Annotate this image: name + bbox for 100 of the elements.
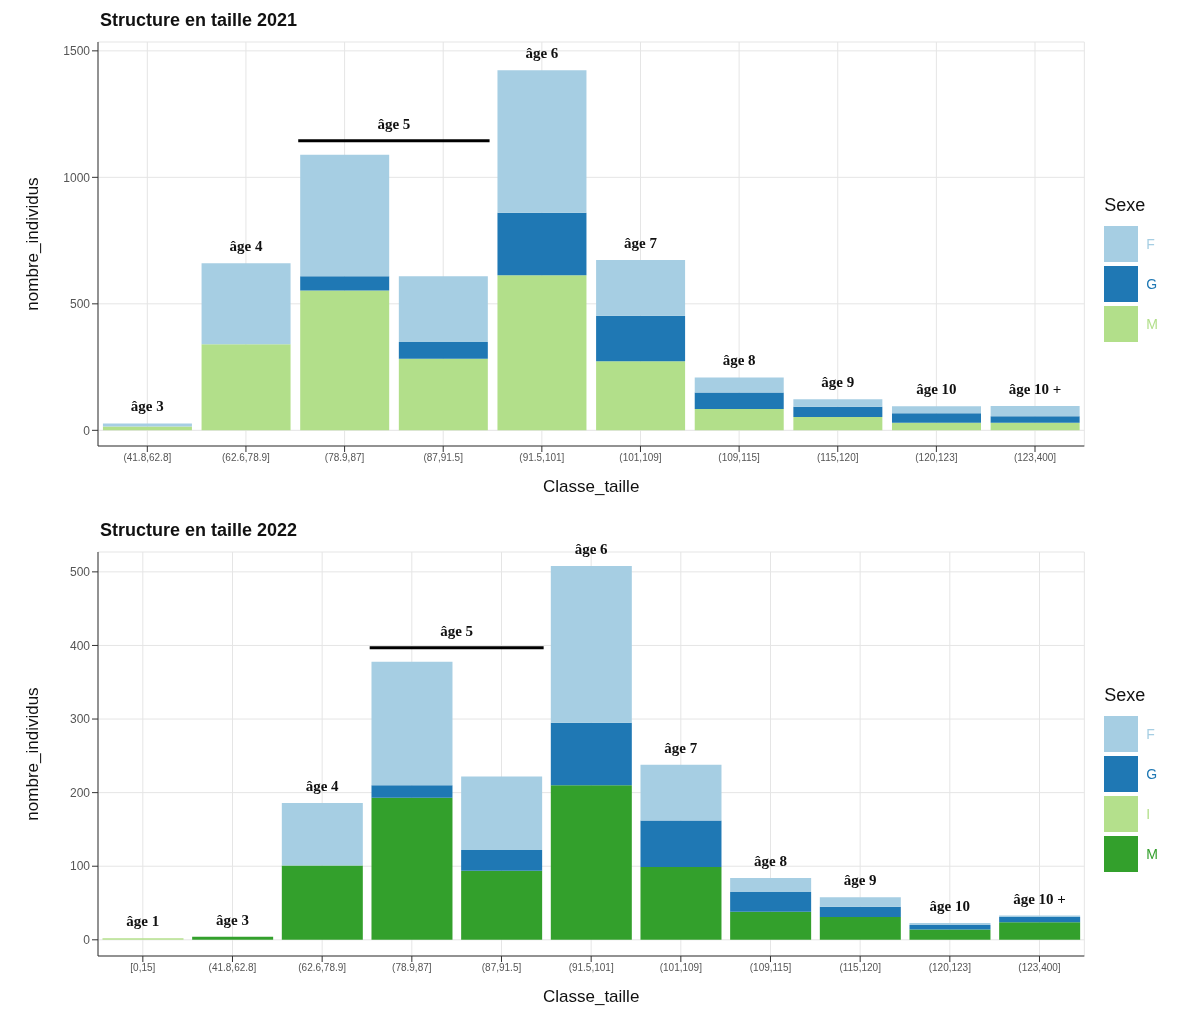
x-tick-label: (120,123]	[928, 962, 972, 974]
bar	[300, 290, 390, 431]
bar	[371, 785, 453, 798]
annotation: âge 10	[929, 897, 971, 914]
bar	[891, 406, 981, 414]
bar	[398, 342, 488, 359]
annotation: âge 4	[229, 238, 263, 255]
bar	[461, 850, 543, 871]
bar	[909, 925, 991, 930]
bar	[461, 870, 543, 940]
bar	[793, 416, 883, 431]
bar	[730, 878, 812, 892]
annotation: âge 9	[821, 374, 855, 391]
bar	[999, 917, 1081, 923]
annotation: âge 6	[525, 45, 559, 62]
annotation: âge 9	[843, 872, 877, 889]
annotation: âge 5	[440, 622, 474, 639]
x-axis-title: Classe_taille	[542, 987, 640, 1006]
y-tick-label: 1000	[63, 170, 91, 185]
bar	[640, 820, 722, 867]
bar	[281, 865, 363, 940]
x-tick-label: (101,109]	[659, 962, 703, 974]
x-tick-label: (109,115]	[749, 962, 792, 974]
bar	[596, 361, 686, 431]
x-tick-label: [0,15]	[130, 962, 156, 974]
bar	[891, 422, 981, 431]
x-tick-label: (101,109]	[619, 452, 662, 464]
annotation: âge 3	[130, 398, 164, 415]
annotation: âge 4	[305, 777, 340, 794]
bar	[990, 416, 1080, 423]
bar	[192, 936, 274, 940]
y-tick-label: 400	[69, 638, 91, 653]
text: G	[1146, 275, 1158, 292]
bar	[819, 917, 901, 940]
y-tick-label: 0	[83, 933, 91, 948]
bar	[730, 911, 812, 940]
text: G	[1146, 765, 1158, 782]
bar	[819, 906, 901, 917]
bar	[596, 315, 686, 362]
bar	[990, 422, 1080, 431]
legend-title: Sexe	[1104, 684, 1147, 706]
bar	[461, 776, 543, 851]
x-tick-label: (91.5,101]	[519, 452, 565, 464]
bar	[550, 785, 632, 940]
x-tick-label: (123,400]	[1013, 452, 1057, 464]
y-tick-label: 1500	[63, 44, 91, 59]
bar	[300, 154, 390, 277]
bar	[300, 276, 390, 291]
legend-title: Sexe	[1104, 194, 1147, 216]
bar	[497, 70, 587, 213]
bar	[694, 392, 784, 410]
annotation: âge 10 +	[1008, 381, 1062, 398]
bar	[640, 866, 722, 940]
x-tick-label: (115,120]	[839, 962, 882, 974]
bar	[398, 276, 488, 343]
annotation: âge 10 +	[1013, 890, 1066, 907]
bar	[550, 565, 632, 723]
x-tick-label: (91.5,101]	[568, 962, 614, 974]
x-tick-label: (78.9,87]	[324, 452, 365, 464]
annotation: âge 10	[916, 381, 957, 398]
bar	[990, 406, 1080, 417]
x-tick-label: (41.8,62.8]	[208, 962, 257, 974]
y-tick-label: 300	[69, 712, 91, 727]
bar	[281, 802, 363, 866]
annotation: âge 3	[216, 911, 249, 928]
text: M	[1146, 315, 1158, 332]
x-tick-label: (62.6,78.9]	[298, 962, 347, 974]
bar	[201, 263, 291, 345]
bar	[793, 406, 883, 417]
bar	[999, 922, 1081, 940]
bar	[730, 891, 812, 912]
chart-title: Structure en taille 2021	[100, 10, 298, 31]
bar	[102, 423, 192, 427]
y-axis-title: nombre_individus	[23, 177, 43, 311]
bar	[891, 413, 981, 423]
text: M	[1146, 845, 1158, 862]
bar	[371, 661, 453, 786]
annotation: âge 7	[624, 235, 658, 252]
x-tick-label: (62.6,78.9]	[222, 452, 271, 464]
y-tick-label: 500	[69, 297, 91, 312]
annotation: âge 5	[377, 115, 411, 132]
y-axis-title: nombre_individus	[23, 687, 43, 821]
bar	[694, 377, 784, 393]
x-tick-label: (115,120]	[816, 452, 859, 464]
annotation: âge 8	[754, 853, 787, 869]
x-tick-label: (87,91.5]	[423, 452, 464, 464]
annotation: âge 7	[664, 739, 698, 756]
bar	[201, 344, 291, 431]
bar	[497, 275, 587, 431]
y-tick-label: 200	[69, 785, 91, 800]
annotation: âge 6	[574, 540, 609, 557]
bar	[371, 797, 453, 940]
text: F	[1146, 725, 1155, 742]
bar	[640, 764, 722, 821]
bar	[909, 929, 991, 940]
y-tick-label: 500	[69, 565, 91, 580]
annotation: âge 1	[126, 913, 160, 930]
bar	[793, 399, 883, 407]
x-axis-title: Classe_taille	[542, 477, 640, 496]
bar	[909, 922, 991, 926]
